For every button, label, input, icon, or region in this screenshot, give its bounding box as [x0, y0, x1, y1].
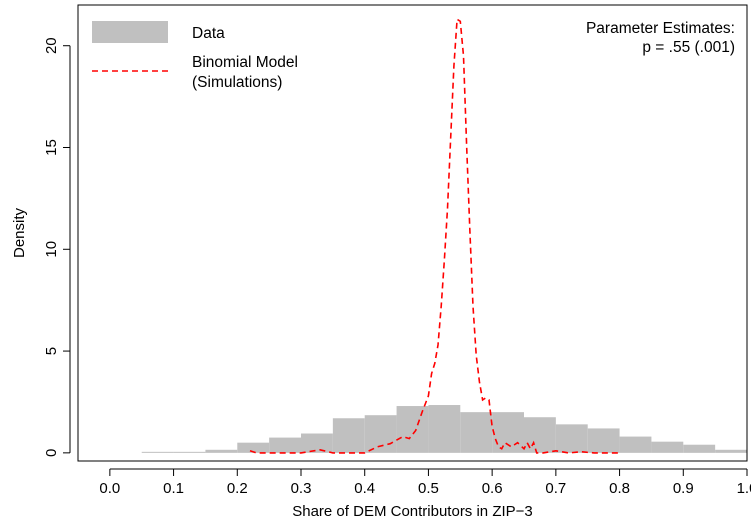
legend-data-label: Data: [192, 25, 225, 42]
parameter-annotation: Parameter Estimates: p = .55 (.001): [586, 20, 735, 56]
y-tick-label: 15: [43, 139, 60, 156]
x-tick-label: 0.2: [227, 480, 248, 497]
parameter-annotation-value: p = .55 (.001): [642, 39, 735, 56]
legend-model-label-line1: Binomial Model: [192, 54, 298, 71]
y-tick-label: 10: [43, 241, 60, 258]
legend: Data Binomial Model (Simulations): [92, 21, 298, 91]
legend-model-label-line2: (Simulations): [192, 74, 282, 91]
x-tick-label: 0.1: [163, 480, 184, 497]
x-tick-label: 0.9: [673, 480, 694, 497]
histogram-bar: [173, 451, 206, 453]
histogram-bar: [587, 428, 620, 453]
histogram-bar: [555, 424, 588, 453]
y-axis: 0 5 10 15 20: [43, 37, 71, 457]
x-tick-label: 0.0: [99, 480, 120, 497]
histogram-bar: [205, 449, 238, 453]
y-tick-label: 5: [43, 347, 60, 355]
x-tick-label: 0.8: [609, 480, 630, 497]
histogram-bar: [301, 433, 333, 453]
histogram-bar: [332, 418, 365, 453]
x-axis-title: Share of DEM Contributors in ZIP−3: [292, 503, 533, 520]
histogram-bar: [396, 406, 429, 453]
histogram-bar: [524, 417, 556, 453]
plot-frame: [77, 4, 748, 462]
x-tick-label: 0.6: [482, 480, 503, 497]
histogram-bar: [492, 412, 524, 453]
histogram-bar: [619, 436, 652, 453]
x-tick-label: 0.3: [291, 480, 312, 497]
histogram-bar: [460, 412, 493, 453]
x-tick-label: 1.0: [737, 480, 751, 497]
legend-data-swatch: [92, 21, 168, 43]
histogram-bar: [237, 442, 270, 453]
y-tick-label: 0: [43, 449, 60, 457]
model-density-line: [249, 17, 620, 454]
x-axis: 0.0 0.1 0.2 0.3 0.4 0.5 0.6 0.7 0.8 0.9 1.0: [99, 468, 751, 497]
histogram-bar: [364, 415, 397, 453]
y-axis-title: Density: [11, 207, 28, 258]
x-tick-label: 0.7: [545, 480, 566, 497]
y-tick-label: 20: [43, 37, 60, 54]
histogram-bar: [683, 444, 716, 453]
x-tick-label: 0.4: [354, 480, 375, 497]
histogram-bar: [269, 437, 301, 453]
histogram-bar: [141, 451, 174, 453]
model-density-polyline: [249, 17, 620, 454]
x-tick-label: 0.5: [418, 480, 439, 497]
histogram-bar: [715, 449, 747, 453]
histogram-bar: [651, 441, 684, 453]
histogram-bar: [428, 405, 461, 453]
parameter-annotation-title: Parameter Estimates:: [586, 20, 735, 37]
